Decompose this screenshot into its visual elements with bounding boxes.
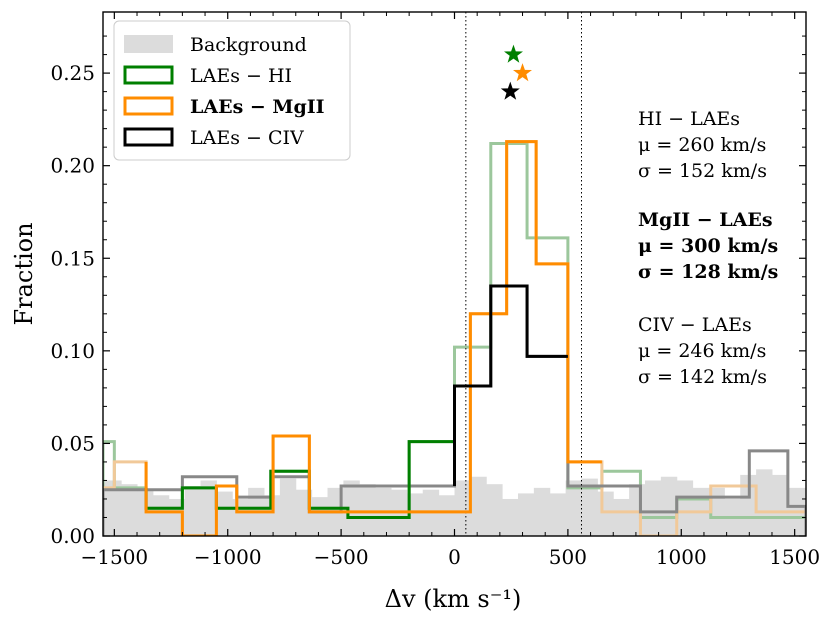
- mean-star-markers: [500, 44, 532, 100]
- legend-label: Background: [190, 34, 307, 56]
- background-bar: [756, 469, 773, 536]
- background-bar: [771, 474, 789, 536]
- y-axis-title: Fraction: [10, 222, 38, 325]
- series-steps: [144, 140, 602, 536]
- y-tick-label: 0.25: [50, 61, 95, 85]
- background-bar: [343, 480, 360, 536]
- series-step: [453, 284, 568, 487]
- stats-annotation-line: μ = 300 km/s: [638, 235, 778, 257]
- background-bar: [264, 495, 281, 536]
- background-bar: [311, 497, 329, 536]
- x-tick-label: −1500: [81, 545, 149, 569]
- background-bar: [517, 493, 535, 536]
- legend-swatch-background: [124, 35, 173, 53]
- background-bar: [660, 476, 678, 536]
- legend-swatch: [123, 65, 174, 85]
- background-bar: [470, 476, 487, 536]
- background-bar: [708, 487, 725, 536]
- background-bar: [676, 480, 694, 536]
- background-bar: [152, 495, 170, 536]
- background-bar: [740, 474, 757, 536]
- stats-annotation-line: σ = 128 km/s: [638, 261, 778, 283]
- mean-star-marker: [500, 81, 520, 100]
- stats-annotation-line: HI − LAEs: [638, 108, 740, 130]
- background-bar: [279, 478, 297, 536]
- legend-label: LAEs − HI: [190, 65, 292, 87]
- background-bar: [359, 484, 376, 536]
- background-bar: [121, 484, 138, 536]
- tick-marks: −1500 −1000 −500 0 500 1000 1500 0.00 0.05 0.10 0.…: [50, 12, 820, 569]
- background-bar: [565, 480, 582, 536]
- x-tick-label: −500: [314, 545, 369, 569]
- background-bar: [581, 478, 598, 536]
- legend-box: [113, 20, 351, 161]
- reference-lines: [465, 12, 582, 536]
- stats-annotation-line: MgII − LAEs: [638, 209, 773, 231]
- x-axis-title: Δv (km s⁻¹): [385, 585, 522, 613]
- legend-label: LAEs − CIV: [190, 127, 304, 149]
- x-tick-label: −1000: [194, 545, 262, 569]
- background-bar: [502, 498, 519, 536]
- background-bar: [232, 498, 249, 536]
- background-bar: [486, 484, 503, 536]
- background-bar: [454, 480, 471, 536]
- legend: Background LAEs − HI LAEs − MgII LAEs − CIV: [113, 20, 351, 161]
- background-bar: [549, 493, 567, 536]
- legend-swatch: [123, 127, 174, 147]
- background-bar: [216, 491, 233, 536]
- x-tick-label: 500: [549, 545, 587, 569]
- legend-label: LAEs − MgII: [190, 96, 325, 118]
- stats-annotation-line: CIV − LAEs: [638, 314, 752, 336]
- series-step: [144, 440, 455, 519]
- stats-annotations: HI − LAEs μ = 260 km/s σ = 152 km/s MgII − …: [638, 108, 778, 388]
- stats-annotation-line: μ = 246 km/s: [638, 340, 766, 362]
- background-bar: [103, 480, 122, 536]
- background-bar: [629, 484, 646, 536]
- stats-annotation-line: σ = 142 km/s: [638, 366, 767, 388]
- background-bar: [438, 495, 455, 536]
- series-step: [144, 140, 602, 536]
- background-bar: [644, 480, 662, 536]
- background-bar: [597, 491, 614, 536]
- x-tick-label: 1500: [769, 545, 820, 569]
- background-bar: [184, 486, 202, 536]
- stats-annotation-line: μ = 260 km/s: [638, 134, 766, 156]
- background-bar: [533, 487, 551, 536]
- stats-annotation-line: σ = 152 km/s: [638, 160, 767, 182]
- y-tick-label: 0.05: [50, 431, 95, 455]
- x-tick-label: 1000: [656, 545, 707, 569]
- mean-star-marker: [504, 44, 523, 63]
- x-tick-label: 0: [448, 545, 461, 569]
- y-tick-label: 0.10: [50, 339, 95, 363]
- y-tick-label: 0.20: [50, 154, 95, 178]
- y-tick-label: 0.00: [50, 524, 95, 548]
- y-tick-label: 0.15: [50, 246, 95, 270]
- legend-swatch: [123, 96, 174, 116]
- background-bar: [613, 498, 630, 536]
- background-bar: [200, 480, 217, 536]
- mean-star-marker: [513, 63, 532, 82]
- background-bar: [406, 493, 424, 536]
